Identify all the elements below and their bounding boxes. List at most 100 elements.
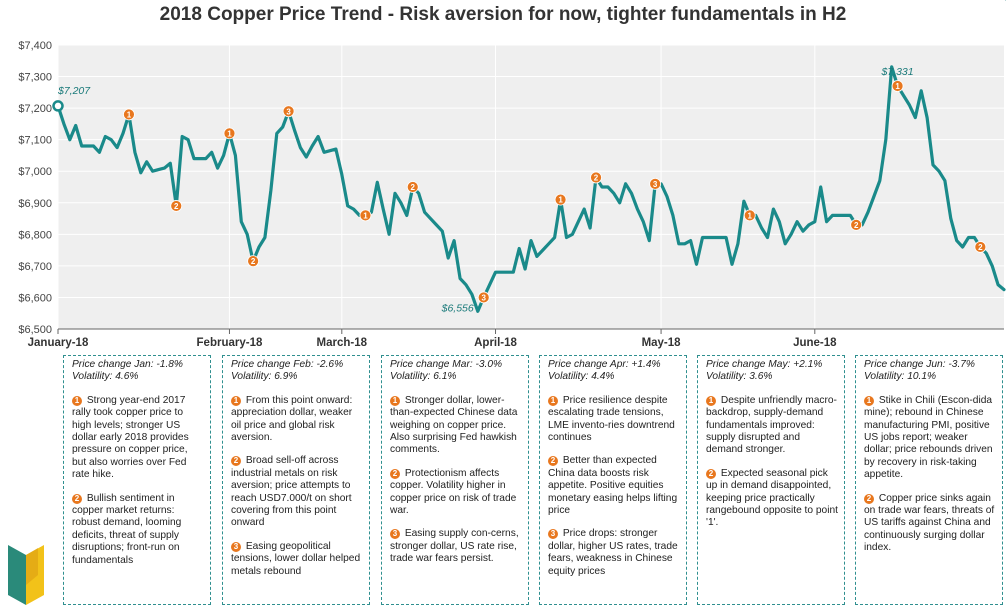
commentary-item: 2 Expected seasonal pick up in demand di…: [706, 468, 838, 530]
event-marker-number: 1: [363, 211, 368, 220]
commentary-panel: Price change Mar: -3.0% Volatility: 6.1% 1…: [381, 355, 529, 605]
x-tick-label: January-18: [28, 337, 89, 349]
event-marker-number: 2: [174, 202, 179, 211]
item-number-badge: 2: [548, 456, 558, 467]
y-tick-label: $7,100: [18, 135, 52, 147]
event-marker-number: 2: [251, 257, 256, 266]
event-marker-number: 1: [748, 211, 753, 220]
gridlines: [57, 44, 1004, 330]
chart-title: 2018 Copper Price Trend - Risk aversion …: [159, 4, 847, 25]
event-marker-number: 1: [558, 196, 563, 205]
commentary-panel: Price change Jan: -1.8% Volatility: 4.6% 1…: [63, 355, 211, 605]
item-text: Strong year-end 2017 rally took copper p…: [72, 394, 189, 481]
item-text: From this point onward: appreciation dol…: [231, 394, 353, 444]
item-number-badge: 2: [231, 456, 241, 467]
event-marker: [850, 218, 863, 231]
commentary-item: 2 Protectionism affects copper. Volatili…: [390, 468, 522, 518]
x-tick-label: February-18: [197, 337, 263, 349]
commentary-item: 3 Easing geopolitical tensions, lower do…: [231, 541, 363, 578]
item-text: Protectionism affects copper. Volatility…: [390, 467, 517, 517]
item-text: Stronger dollar, lower-than-expected Chi…: [390, 394, 518, 456]
price-change-label: Price change Mar: -3.0%: [390, 359, 503, 370]
y-tick-label: $7,300: [18, 72, 52, 84]
event-marker: [554, 193, 567, 206]
event-marker-number: 3: [286, 107, 291, 116]
item-text: Bullish sentiment in copper market retur…: [72, 492, 182, 566]
event-marker-number: 2: [978, 243, 983, 252]
item-text: Stike in Chili (Escon-dida mine); reboun…: [864, 394, 993, 481]
commentary-item: 1 Stike in Chili (Escon-dida mine); rebo…: [864, 395, 996, 482]
item-number-badge: 1: [72, 395, 82, 406]
event-marker-number: 1: [227, 129, 232, 138]
y-tick-label: $6,700: [18, 261, 52, 273]
bank-logo: [8, 545, 44, 605]
y-axis-tick-labels: $6,500 $6,600 $6,700 $6,800 $6,900 $7,000 $7,1…: [18, 40, 52, 336]
event-marker: [891, 80, 904, 92]
event-marker-number: 1: [895, 82, 900, 91]
price-change-label: Price change Feb: -2.6%: [231, 359, 344, 370]
item-text: Easing supply con-cerns, stronger dollar…: [390, 528, 519, 565]
commentary-item: 2 Better than expected China data boosts…: [548, 455, 680, 517]
price-change-label: Price change Apr: +1.4%: [548, 359, 661, 370]
commentary-item: 2 Broad sell-off across industrial metal…: [231, 455, 363, 529]
endpoint-marker: [52, 100, 64, 112]
event-marker: [477, 291, 490, 304]
item-number-badge: 2: [706, 468, 716, 479]
y-tick-label: $6,500: [18, 324, 52, 336]
event-marker: [123, 108, 135, 121]
item-text: Expected seasonal pick up in demand disa…: [706, 467, 838, 529]
item-text: Despite unfriendly macro-backdrop, suppl…: [706, 394, 837, 456]
commentary-item: 1 Strong year-end 2017 rally took copper…: [72, 395, 204, 482]
value-label: $7,207: [57, 85, 91, 97]
item-number-badge: 1: [706, 395, 716, 406]
commentary-panel: Price change May: +2.1% Volatility: 3.6% 1…: [697, 355, 845, 605]
item-number-badge: 1: [548, 395, 558, 406]
item-text: Copper price sinks again on trade war fe…: [864, 492, 995, 554]
event-marker: [590, 171, 602, 184]
price-change-label: Price change Jun: -3.7%: [864, 359, 975, 370]
plot-area: [58, 45, 1004, 329]
y-tick-label: $6,800: [18, 229, 52, 241]
commentary-panel: Price change Jun: -3.7% Volatility: 10.1%…: [855, 355, 1003, 605]
item-number-badge: 3: [548, 529, 558, 540]
y-tick-label: $7,400: [18, 40, 52, 52]
event-marker-number: 3: [481, 293, 486, 302]
event-marker: [247, 255, 260, 268]
volatility-label: Volatility: 4.6%: [72, 371, 139, 383]
commentary-item: 2 Copper price sinks again on trade war …: [864, 493, 996, 555]
commentary-item: 1 Despite unfriendly macro-backdrop, sup…: [706, 395, 838, 457]
item-text: Price resilience despite escalating trad…: [548, 394, 675, 444]
item-text: Price drops: stronger dollar, higher US …: [548, 528, 678, 577]
value-labels: $7,207 $6,556 $7,331 $6,625: [52, 0, 1006, 314]
event-marker: [170, 200, 183, 212]
event-marker: [282, 105, 295, 118]
event-marker-number: 3: [653, 180, 658, 189]
item-number-badge: 1: [231, 395, 241, 406]
item-number-badge: 3: [231, 541, 241, 552]
event-marker: [649, 177, 662, 190]
item-number-badge: 2: [864, 493, 874, 504]
item-number-badge: 1: [864, 395, 874, 406]
commentary-item: 1 From this point onward: appreciation d…: [231, 395, 363, 445]
commentary-item: 3 Easing supply con-cerns, stronger doll…: [390, 528, 522, 565]
x-tick-label: May-18: [642, 337, 682, 349]
commentary-panel: Price change Apr: +1.4% Volatility: 4.4% 1…: [539, 355, 687, 605]
x-axis-month-labels: January-18 February-18 March-18 April-18 May…: [28, 328, 1004, 349]
event-marker-number: 2: [594, 174, 599, 183]
item-text: Better than expected China data boosts r…: [548, 455, 678, 517]
event-marker-number: 2: [411, 183, 416, 192]
event-marker: [974, 241, 987, 253]
commentary-item: 1 Stronger dollar, lower-than-expected C…: [390, 395, 522, 457]
y-tick-label: $6,600: [18, 292, 52, 304]
x-tick-label: June-18: [793, 337, 837, 349]
item-number-badge: 2: [72, 493, 82, 504]
y-tick-label: $6,900: [18, 198, 52, 210]
x-tick-label: March-18: [317, 337, 368, 349]
value-label: $6,625: [1003, 0, 1006, 3]
volatility-label: Volatility: 10.1%: [864, 371, 937, 383]
x-tick-label: April-18: [474, 337, 517, 349]
item-text: Broad sell-off across industrial metals …: [231, 455, 352, 529]
volatility-label: Volatility: 6.1%: [390, 371, 457, 383]
volatility-label: Volatility: 6.9%: [231, 371, 298, 383]
volatility-label: Volatility: 3.6%: [706, 371, 773, 383]
